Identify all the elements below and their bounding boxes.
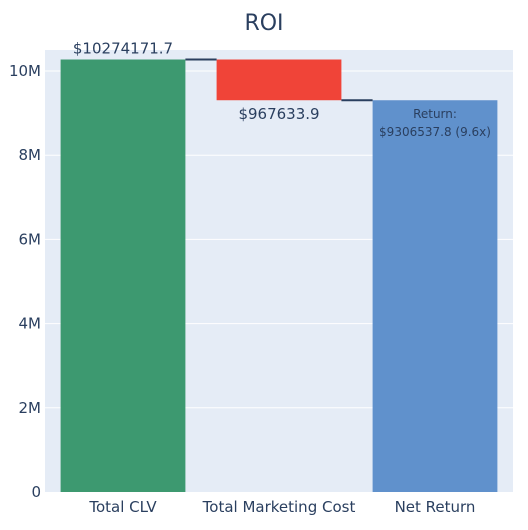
data-label: $967633.9 — [238, 105, 319, 123]
y-tick-label: 6M — [19, 230, 42, 248]
bar-3 — [372, 100, 498, 492]
y-tick-label: 4M — [19, 315, 42, 333]
y-tick-label: 0 — [31, 483, 41, 501]
bars — [60, 59, 498, 493]
y-axis-ticks: 0 2M 4M 6M 8M 10M — [9, 62, 41, 501]
data-label: $10274171.7 — [73, 40, 173, 58]
y-tick-label: 10M — [9, 62, 41, 80]
bar-2 — [216, 59, 342, 101]
chart-title: ROI — [244, 11, 283, 36]
x-axis-ticks: Total CLV Total Marketing Cost Net Return — [88, 498, 475, 516]
y-tick-label: 2M — [19, 399, 42, 417]
y-tick-label: 8M — [19, 146, 42, 164]
connector-lines — [185, 58, 373, 102]
data-label: Return: — [413, 107, 457, 121]
x-tick-label: Net Return — [395, 498, 476, 516]
data-labels: $10274171.7 $967633.9 Return: $9306537.8 (9… — [73, 40, 491, 140]
data-label: $9306537.8 (9.6x) — [379, 125, 491, 139]
x-tick-label: Total CLV — [88, 498, 157, 516]
x-tick-label: Total Marketing Cost — [202, 498, 356, 516]
bar-1 — [60, 59, 186, 493]
